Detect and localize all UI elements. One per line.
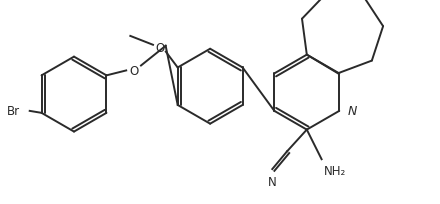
Text: N: N xyxy=(268,175,277,188)
Text: O: O xyxy=(155,42,165,55)
Text: Br: Br xyxy=(7,105,20,118)
Text: O: O xyxy=(129,65,139,78)
Text: NH₂: NH₂ xyxy=(323,164,346,177)
Text: N: N xyxy=(347,105,356,118)
